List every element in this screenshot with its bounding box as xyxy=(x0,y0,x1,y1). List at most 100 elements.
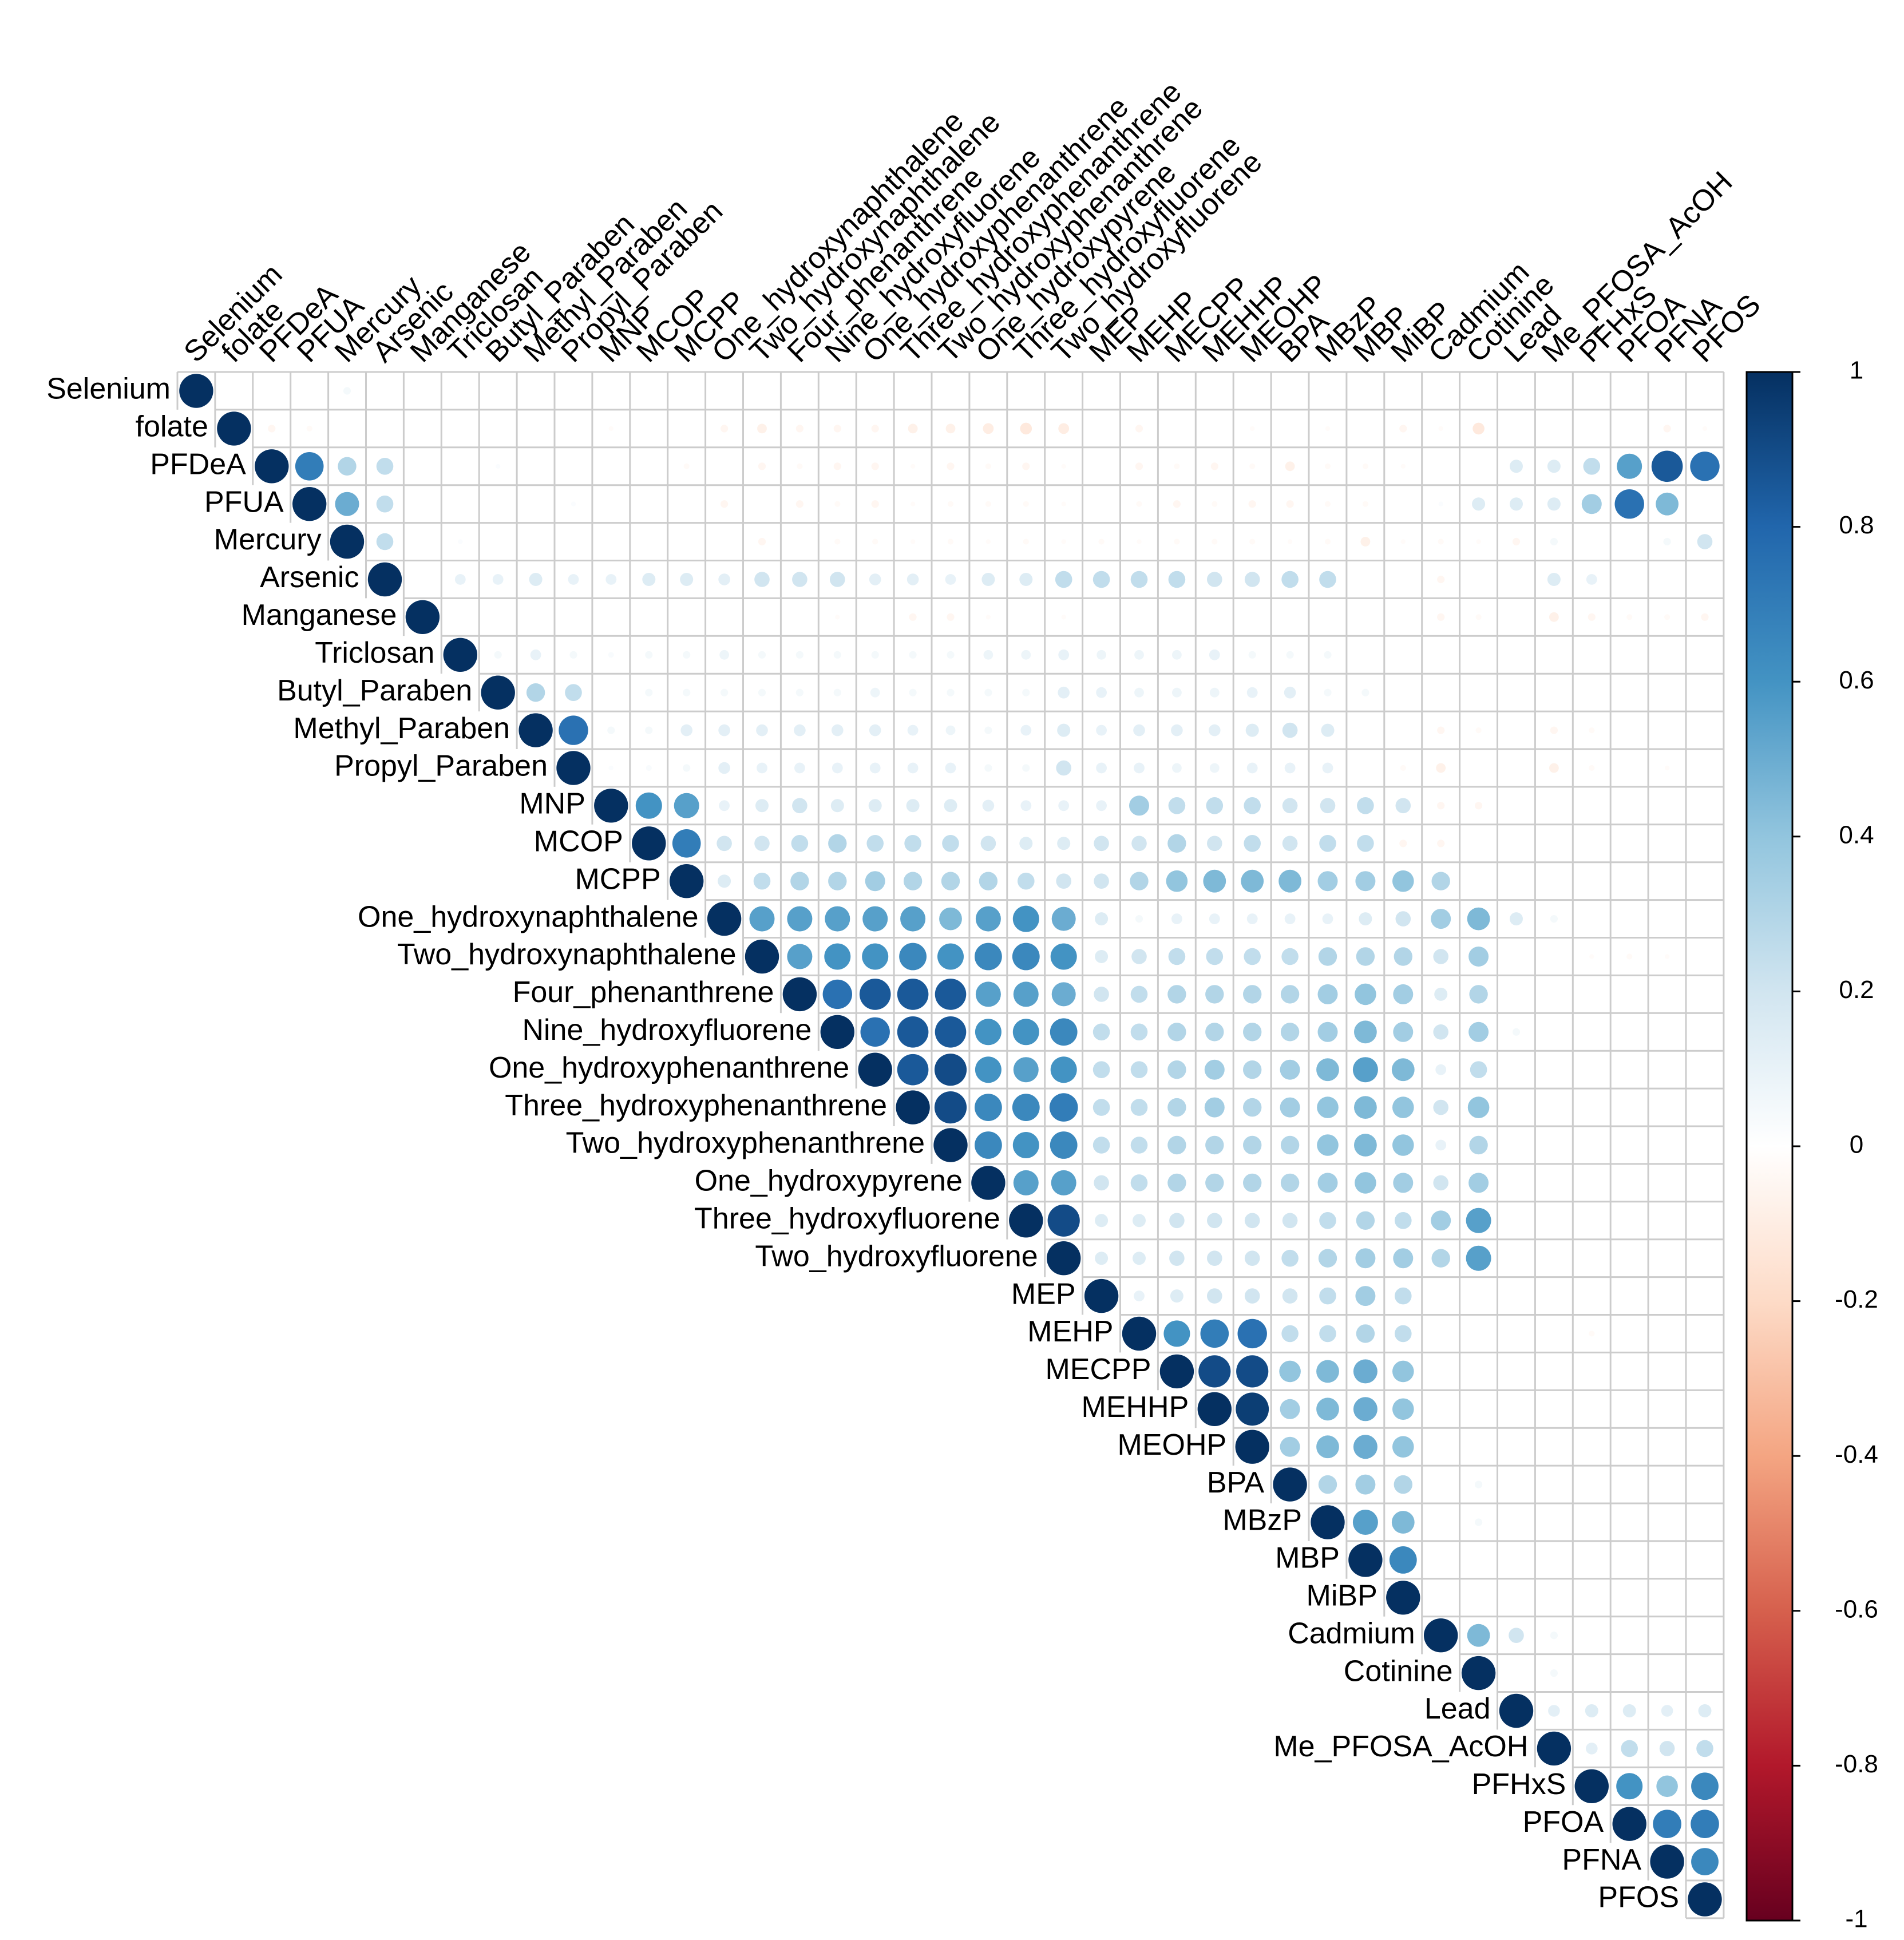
corr-circle-nine-hydroxyfluorene-two-hydroxyphenanthrene xyxy=(935,1016,967,1048)
corr-circle-folate-butyl-paraben xyxy=(496,427,500,430)
corr-circle-selenium-cadmium xyxy=(1439,389,1443,393)
corr-circle-mehhp-pfoa xyxy=(1628,1407,1631,1411)
corr-circle-mbp-cotinine xyxy=(1477,1558,1481,1562)
corr-circle-selenium-nine-hydroxyfluorene xyxy=(836,389,839,393)
corr-circle-selenium-pfua xyxy=(308,389,311,393)
corr-circle-selenium-selenium xyxy=(179,374,213,408)
row-label-one-hydroxypyrene: One_hydroxypyrene xyxy=(695,1165,963,1198)
corr-circle-two-hydroxynaphthalene-pfna xyxy=(1664,954,1670,959)
corr-circle-four-phenanthrene-lead xyxy=(1515,992,1518,996)
corr-circle-bpa-me-pfosa-acoh xyxy=(1552,1483,1555,1486)
corr-circle-nine-hydroxyfluorene-pfoa xyxy=(1628,1030,1631,1034)
corr-circle-meohp-me-pfosa-acoh xyxy=(1552,1445,1555,1448)
corr-circle-pfua-cadmium xyxy=(1438,501,1443,506)
corr-circle-four-phenanthrene-two-hydroxyfluorene xyxy=(1051,982,1076,1007)
colorbar: 1 0.8 0.6 0.4 0.2 0 -0.2 -0.4 -0.6 -0.8 -1 xyxy=(1745,357,1878,1933)
corr-circle-mercury-cotinine xyxy=(1476,539,1481,544)
corr-circle-propyl-paraben-four-phenanthrene xyxy=(794,762,805,774)
corr-circle-mnp-mbzp xyxy=(1320,798,1336,814)
corr-circle-nine-hydroxyfluorene-three-hydroxyfluorene xyxy=(1012,1019,1039,1046)
corr-circle-mehp-mbp xyxy=(1356,1324,1375,1343)
corr-circle-mcop-one-hydroxypyrene xyxy=(980,836,996,852)
corr-circle-folate-folate xyxy=(217,411,251,446)
corr-circle-one-hydroxypyrene-mbzp xyxy=(1317,1173,1338,1193)
corr-circle-folate-mep xyxy=(1100,427,1103,430)
corr-circle-three-hydroxyphenanthrene-two-hydroxyphenanthrene xyxy=(934,1091,967,1124)
corr-circle-mnp-four-phenanthrene xyxy=(792,798,807,814)
corr-circle-manganese-manganese xyxy=(405,600,440,635)
corr-circle-mcpp-one-hydroxynaphthalene xyxy=(718,874,731,888)
corr-circle-cadmium-cadmium xyxy=(1424,1618,1458,1653)
row-label-manganese: Manganese xyxy=(242,599,397,632)
corr-circle-manganese-mcop xyxy=(647,615,651,619)
corr-circle-one-hydroxyphenanthrene-lead xyxy=(1515,1068,1518,1071)
corr-circle-one-hydroxypyrene-me-pfosa-acoh xyxy=(1552,1181,1555,1185)
corr-circle-one-hydroxyphenanthrene-three-hydroxyphenanthrene xyxy=(897,1054,929,1086)
corr-circle-selenium-methyl-paraben xyxy=(534,389,537,393)
corr-circle-cadmium-me-pfosa-acoh xyxy=(1550,1632,1558,1640)
row-label-one-hydroxynaphthalene: One_hydroxynaphthalene xyxy=(358,900,699,933)
corr-circle-mep-pfna xyxy=(1665,1294,1669,1298)
row-label-two-hydroxyphenanthrene: Two_hydroxyphenanthrene xyxy=(566,1127,925,1160)
corr-circle-nine-hydroxyfluorene-mibp xyxy=(1393,1022,1414,1042)
corr-circle-pfua-three-hydroxyphenanthrene xyxy=(910,501,916,506)
corr-circle-two-hydroxyfluorene-cadmium xyxy=(1431,1249,1450,1268)
corr-circle-two-hydroxynaphthalene-mbzp xyxy=(1318,947,1337,966)
corr-circle-one-hydroxynaphthalene-two-hydroxynaphthalene xyxy=(749,906,775,932)
corr-circle-mep-cadmium xyxy=(1439,1294,1443,1298)
corr-circle-triclosan-lead xyxy=(1515,653,1518,656)
corr-circle-pfua-mcpp xyxy=(685,502,688,506)
corr-circle-manganese-mbzp xyxy=(1326,615,1329,619)
row-label-two-hydroxyfluorene: Two_hydroxyfluorene xyxy=(755,1240,1038,1273)
corr-circle-selenium-triclosan xyxy=(458,389,462,393)
corr-circle-propyl-paraben-mcop xyxy=(646,765,652,771)
corr-circle-mcpp-cadmium xyxy=(1431,872,1450,890)
row-label-lead: Lead xyxy=(1424,1692,1491,1725)
correlation-circles xyxy=(179,374,1722,1917)
corr-circle-methyl-paraben-mbp xyxy=(1364,729,1367,732)
corr-circle-pfdea-meohp xyxy=(1249,463,1256,469)
corr-circle-three-hydroxyfluorene-two-hydroxyfluorene xyxy=(1047,1204,1080,1237)
corr-circle-mecpp-mehhp xyxy=(1198,1355,1231,1388)
corr-circle-arsenic-meohp xyxy=(1244,572,1260,587)
row-label-bpa: BPA xyxy=(1207,1466,1265,1499)
corr-circle-arsenic-bpa xyxy=(1281,571,1299,588)
corr-circle-selenium-one-hydroxyphenanthrene xyxy=(873,389,877,393)
corr-circle-manganese-cadmium xyxy=(1437,613,1445,621)
row-label-mcop: MCOP xyxy=(534,825,623,858)
corr-circle-butyl-paraben-mcpp xyxy=(683,688,691,696)
corr-circle-mnp-pfhxs xyxy=(1590,804,1593,807)
corr-circle-two-hydroxyfluorene-pfhxs xyxy=(1590,1257,1593,1260)
corr-circle-triclosan-butyl-paraben xyxy=(494,651,502,659)
corr-circle-manganese-triclosan xyxy=(458,615,462,619)
corr-circle-manganese-butyl-paraben xyxy=(496,615,500,619)
corr-circle-pfua-three-hydroxyfluorene xyxy=(1023,501,1029,507)
corr-circle-mehhp-mehhp xyxy=(1197,1392,1232,1426)
corr-circle-nine-hydroxyfluorene-pfna xyxy=(1665,1030,1669,1034)
corr-circle-folate-mecpp xyxy=(1175,427,1178,430)
row-label-arsenic: Arsenic xyxy=(260,561,359,594)
corr-circle-mehhp-bpa xyxy=(1280,1399,1300,1419)
corr-circle-three-hydroxyfluorene-me-pfosa-acoh xyxy=(1552,1219,1555,1222)
corr-circle-one-hydroxynaphthalene-cadmium xyxy=(1431,909,1451,929)
corr-circle-folate-three-hydroxyphenanthrene xyxy=(908,423,918,434)
corr-circle-mehp-mbzp xyxy=(1319,1325,1336,1343)
corr-circle-methyl-paraben-mecpp xyxy=(1171,724,1183,737)
corr-circle-pfdea-mehhp xyxy=(1210,462,1218,470)
corr-circle-pfdea-triclosan xyxy=(458,465,462,468)
corr-circle-mnp-mecpp xyxy=(1168,797,1186,814)
corr-circle-three-hydroxyphenanthrene-pfna xyxy=(1665,1106,1669,1109)
corr-circle-mnp-nine-hydroxyfluorene xyxy=(830,799,844,813)
corr-circle-arsenic-mehhp xyxy=(1207,572,1222,587)
corr-circle-two-hydroxyfluorene-me-pfosa-acoh xyxy=(1552,1257,1555,1260)
corr-circle-lead-pfos xyxy=(1698,1704,1712,1717)
corr-circle-methyl-paraben-mcop xyxy=(645,726,653,734)
corr-circle-selenium-three-hydroxyfluorene xyxy=(1024,389,1028,393)
row-label-mehp: MEHP xyxy=(1027,1315,1113,1348)
corr-circle-methyl-paraben-mbzp xyxy=(1321,723,1335,737)
corr-circle-two-hydroxynaphthalene-mep xyxy=(1095,950,1109,963)
corr-circle-arsenic-mbzp xyxy=(1319,571,1336,588)
corr-circle-mbzp-mbzp xyxy=(1311,1505,1345,1539)
corr-circle-selenium-mnp xyxy=(609,389,613,393)
corr-circle-mcop-mbzp xyxy=(1319,835,1336,852)
